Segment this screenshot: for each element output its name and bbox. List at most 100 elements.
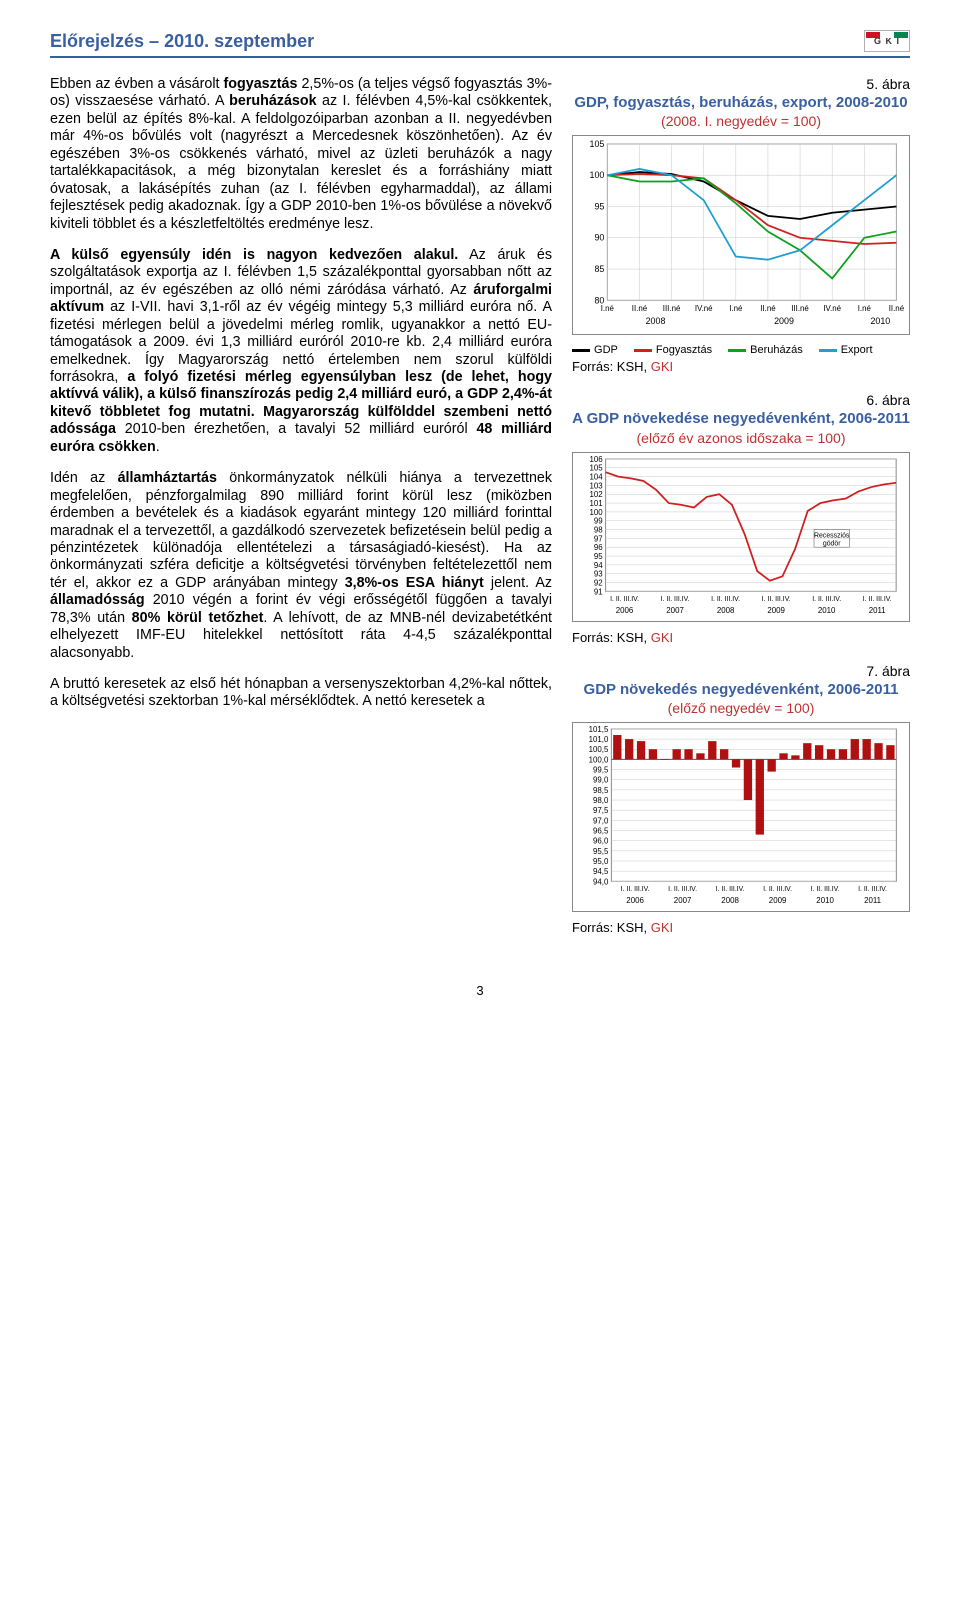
source-text: Forrás: KSH,	[572, 630, 651, 645]
svg-text:104: 104	[589, 472, 603, 481]
svg-text:I. II. III.IV.: I. II. III.IV.	[716, 886, 745, 893]
svg-text:2008: 2008	[721, 896, 739, 905]
svg-text:98: 98	[594, 525, 603, 534]
svg-text:I.né: I.né	[858, 304, 872, 313]
svg-text:I. II. III.IV.: I. II. III.IV.	[812, 596, 841, 603]
text-bold: államadósság	[50, 592, 145, 608]
text-bold: 3,8%-os ESA hiányt	[345, 575, 484, 591]
chart-1-legend: GDP Fogyasztás Beruházás Export	[572, 344, 910, 356]
svg-text:2008: 2008	[646, 316, 666, 326]
svg-text:I. II. III.IV.: I. II. III.IV.	[762, 596, 791, 603]
paragraph-1: Ebben az évben a vásárolt fogyasztás 2,5…	[50, 76, 552, 233]
chart-3-block: 7. ábra GDP növekedés negyedévenként, 20…	[572, 663, 910, 935]
chart-2-title: A GDP növekedése negyedévenként, 2006-20…	[572, 410, 910, 427]
chart-2-subtitle: (előző év azonos időszaka = 100)	[572, 430, 910, 446]
text: az I. félévben 4,5%-kal csökkentek, ezen…	[50, 93, 552, 231]
svg-text:2009: 2009	[774, 316, 794, 326]
chart-2-block: 6. ábra A GDP növekedése negyedévenként,…	[572, 392, 910, 644]
chart-1-fig-label: 5. ábra	[572, 76, 910, 92]
svg-text:93: 93	[594, 569, 603, 578]
svg-text:II.né: II.né	[760, 304, 776, 313]
legend-label: GDP	[594, 344, 618, 356]
svg-text:96: 96	[594, 543, 603, 552]
svg-text:105: 105	[590, 139, 605, 149]
svg-text:91: 91	[594, 587, 603, 596]
svg-text:2007: 2007	[674, 896, 692, 905]
chart-3-title: GDP növekedés negyedévenként, 2006-2011	[572, 681, 910, 698]
svg-text:103: 103	[589, 481, 603, 490]
chart-3: 94,094,595,095,596,096,597,097,598,098,5…	[572, 722, 910, 912]
svg-text:99,5: 99,5	[593, 765, 609, 774]
legend-item: GDP	[572, 344, 618, 356]
svg-text:2009: 2009	[767, 606, 785, 615]
svg-text:2011: 2011	[864, 896, 882, 905]
svg-text:100,0: 100,0	[589, 755, 609, 764]
legend-swatch	[819, 349, 837, 352]
svg-text:95,0: 95,0	[593, 857, 609, 866]
svg-text:96,0: 96,0	[593, 836, 609, 845]
svg-text:92: 92	[594, 578, 603, 587]
page-number: 3	[50, 983, 910, 998]
legend-item: Beruházás	[728, 344, 803, 356]
svg-text:III.né: III.né	[791, 304, 809, 313]
svg-text:I.né: I.né	[601, 304, 615, 313]
svg-text:2006: 2006	[616, 606, 634, 615]
svg-text:95,5: 95,5	[593, 847, 609, 856]
chart-2: 919293949596979899100101102103104105106R…	[572, 452, 910, 622]
main-text-column: Ebben az évben a vásárolt fogyasztás 2,5…	[50, 76, 552, 953]
paragraph-2: A külső egyensúly idén is nagyon kedvező…	[50, 247, 552, 456]
source-text: Forrás: KSH,	[572, 920, 651, 935]
chart-3-source: Forrás: KSH, GKI	[572, 920, 910, 935]
svg-text:97,5: 97,5	[593, 806, 609, 815]
svg-text:I. II. III.IV.: I. II. III.IV.	[863, 596, 892, 603]
source-text: Forrás: KSH,	[572, 359, 651, 374]
svg-text:I. II. III.IV.: I. II. III.IV.	[610, 596, 639, 603]
svg-text:101,0: 101,0	[589, 735, 609, 744]
svg-text:gödör: gödör	[823, 540, 841, 547]
chart-2-fig-label: 6. ábra	[572, 392, 910, 408]
chart-3-subtitle: (előző negyedév = 100)	[572, 700, 910, 716]
svg-text:99: 99	[594, 516, 603, 525]
svg-text:III.né: III.né	[663, 304, 681, 313]
svg-text:I. II. III.IV.: I. II. III.IV.	[668, 886, 697, 893]
text-bold: 80% körül tetőzhet	[132, 610, 264, 626]
svg-text:100,5: 100,5	[589, 745, 609, 754]
svg-text:II.né: II.né	[889, 304, 905, 313]
svg-text:I. II. III.IV.: I. II. III.IV.	[763, 886, 792, 893]
svg-text:IV.né: IV.né	[695, 304, 713, 313]
svg-text:97,0: 97,0	[593, 816, 609, 825]
svg-text:90: 90	[594, 233, 604, 243]
text-bold: államháztartás	[118, 470, 217, 486]
page-header: Előrejelzés – 2010. szeptember G K I	[50, 30, 910, 58]
svg-text:100: 100	[589, 507, 603, 516]
chart-1-block: 5. ábra GDP, fogyasztás, beruházás, expo…	[572, 76, 910, 374]
header-title: Előrejelzés – 2010. szeptember	[50, 31, 314, 52]
svg-text:105: 105	[589, 463, 603, 472]
svg-text:95: 95	[594, 202, 604, 212]
legend-item: Export	[819, 344, 873, 356]
svg-text:I. II. III.IV.: I. II. III.IV.	[811, 886, 840, 893]
svg-text:Recessziós: Recessziós	[814, 532, 850, 539]
svg-text:102: 102	[589, 490, 602, 499]
svg-text:2006: 2006	[626, 896, 644, 905]
text-bold: fogyasztás	[224, 76, 298, 92]
svg-text:2010: 2010	[870, 316, 890, 326]
text: jelent. Az	[484, 575, 552, 591]
svg-text:101,5: 101,5	[589, 725, 609, 734]
legend-swatch	[728, 349, 746, 352]
text: .	[156, 439, 160, 455]
svg-text:94,5: 94,5	[593, 867, 609, 876]
svg-text:98,5: 98,5	[593, 786, 609, 795]
legend-label: Fogyasztás	[656, 344, 712, 356]
svg-text:98,0: 98,0	[593, 796, 609, 805]
legend-item: Fogyasztás	[634, 344, 712, 356]
text: 2010-ben érezhetően, a tavalyi 52 milliá…	[116, 421, 476, 437]
svg-text:2010: 2010	[818, 606, 836, 615]
svg-text:94,0: 94,0	[593, 877, 609, 886]
svg-text:2008: 2008	[717, 606, 735, 615]
chart-1-subtitle: (2008. I. negyedév = 100)	[572, 113, 910, 129]
logo-flag-icon	[866, 32, 908, 38]
legend-swatch	[634, 349, 652, 352]
source-link: GKI	[651, 359, 673, 374]
chart-1-title: GDP, fogyasztás, beruházás, export, 2008…	[572, 94, 910, 111]
